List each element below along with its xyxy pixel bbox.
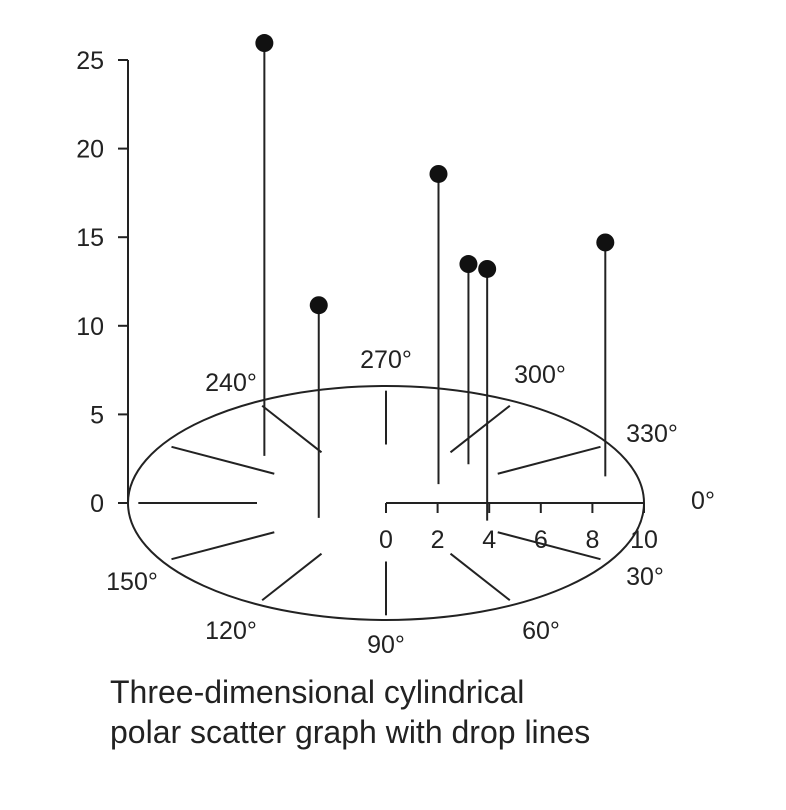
data-point [255, 34, 274, 53]
z-tick-label: 5 [90, 401, 104, 429]
chart-caption: Three-dimensional cylindrical polar scat… [110, 672, 750, 752]
radial-tick-label: 4 [482, 526, 496, 554]
data-point [429, 164, 448, 183]
angle-spoke-300 [449, 404, 511, 454]
radial-tick-label: 10 [630, 526, 658, 554]
z-tick-label: 10 [76, 313, 104, 341]
angle-spoke-210 [171, 445, 275, 475]
angle-spoke-150 [171, 531, 275, 561]
angle-label: 30° [626, 563, 664, 591]
z-axis-ticks: 0 5 10 15 20 25 [76, 47, 128, 518]
radial-axis: 0 2 4 6 8 10 [379, 502, 658, 554]
radial-tick-label: 8 [585, 526, 599, 554]
angle-label: 0° [691, 487, 715, 515]
data-point [596, 233, 615, 252]
angle-label: 60° [522, 617, 560, 645]
caption-line-2: polar scatter graph with drop lines [110, 714, 591, 750]
data-point [309, 296, 328, 315]
angle-label: 330° [626, 420, 678, 448]
radial-axis-ticks: 0 2 4 6 8 10 [379, 503, 658, 554]
angle-label: 300° [514, 361, 566, 389]
angle-spoke-60 [449, 552, 511, 602]
z-axis: 0 5 10 15 20 25 [76, 47, 129, 518]
angle-labels: 0° 30° 60° 90° 120° 150° 240° 270° 300° 330° [106, 346, 715, 659]
angle-spoke-240 [261, 404, 323, 454]
angle-label: 270° [360, 346, 412, 374]
polar-scatter-chart: 0 5 10 15 20 25 0 2 4 6 8 10 0° 30° 60° 90° 120° 150° 24… [76, 34, 715, 659]
z-tick-label: 15 [76, 224, 104, 252]
angle-label: 120° [205, 617, 257, 645]
caption-line-1: Three-dimensional cylindrical [110, 674, 525, 710]
radial-tick-label: 0 [379, 526, 393, 554]
angle-label: 150° [106, 568, 158, 596]
data-points [255, 34, 615, 521]
angle-spoke-120 [261, 552, 323, 602]
angle-spokes [138, 390, 601, 616]
angle-label: 240° [205, 369, 257, 397]
radial-tick-label: 2 [431, 526, 445, 554]
z-tick-label: 20 [76, 136, 104, 164]
data-point [478, 259, 497, 278]
z-tick-label: 25 [76, 47, 104, 75]
angle-spoke-30 [497, 531, 601, 561]
z-tick-label: 0 [90, 490, 104, 518]
angle-spoke-330 [497, 445, 601, 475]
data-point [459, 255, 478, 274]
angle-label: 90° [367, 631, 405, 659]
radial-tick-label: 6 [534, 526, 548, 554]
